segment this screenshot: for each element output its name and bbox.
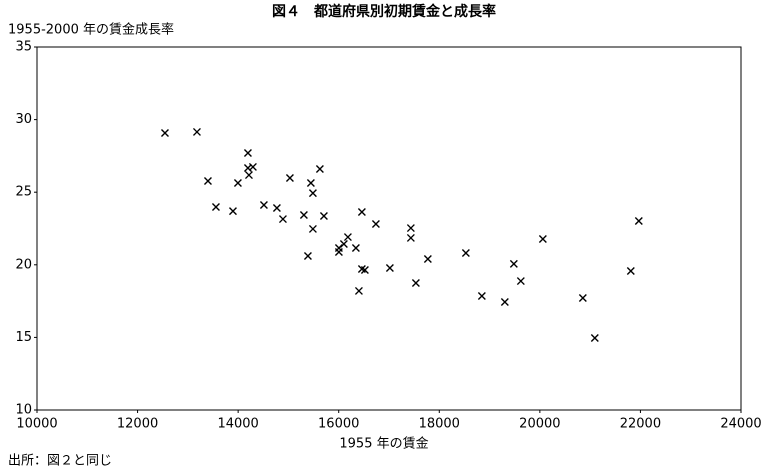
y-tick-label: 10 [15, 403, 32, 418]
data-point [406, 224, 415, 233]
data-point [272, 204, 281, 213]
y-axis-label: 1955-2000 年の賃金成長率 [8, 22, 174, 38]
data-point [228, 207, 237, 216]
data-point [423, 254, 432, 263]
data-point [278, 215, 287, 224]
y-tick-label: 35 [15, 40, 32, 55]
data-point [308, 189, 317, 198]
y-tick-label: 25 [15, 185, 32, 200]
data-point [351, 243, 360, 252]
data-point [371, 220, 380, 228]
data-point [259, 200, 268, 209]
y-tick-label: 20 [15, 257, 32, 272]
data-point [243, 149, 252, 157]
data-point [334, 248, 343, 257]
data-point [211, 203, 220, 212]
x-tick-label: 20000 [519, 417, 560, 432]
plot-frame [36, 46, 742, 411]
data-point [578, 294, 587, 303]
data-point [538, 234, 547, 243]
data-point [385, 263, 394, 272]
data-point [354, 286, 363, 295]
data-point [357, 207, 366, 216]
data-point [343, 233, 352, 242]
x-tick-label: 12000 [117, 417, 158, 432]
data-point [509, 259, 518, 268]
data-point [203, 177, 212, 186]
y-tick-label: 15 [15, 330, 32, 345]
x-tick-label: 16000 [318, 417, 359, 432]
data-point [477, 292, 486, 301]
data-point [303, 251, 312, 260]
data-point [192, 127, 201, 136]
data-point [360, 266, 369, 275]
source-note: 出所：図２と同じ [8, 454, 112, 469]
data-point [315, 164, 324, 173]
data-point [626, 267, 635, 276]
y-tick-label: 30 [15, 112, 32, 127]
x-tick-label: 24000 [720, 417, 761, 432]
data-point [285, 173, 294, 182]
data-point [590, 333, 599, 342]
x-tick-label: 14000 [217, 417, 258, 432]
data-point [233, 179, 242, 188]
x-tick-label: 18000 [419, 417, 460, 432]
data-point [306, 179, 315, 188]
data-point [299, 211, 308, 219]
data-point [248, 162, 257, 171]
chart-title: 図４ 都道府県別初期賃金と成長率 [272, 3, 496, 20]
data-point [319, 212, 328, 221]
x-tick-label: 10000 [16, 417, 57, 432]
data-point [308, 224, 317, 233]
data-point [411, 278, 420, 287]
data-point [516, 277, 525, 286]
data-point [500, 297, 509, 306]
data-point [634, 216, 643, 225]
data-point [339, 240, 348, 249]
x-axis-label: 1955 年の賃金 [339, 436, 428, 452]
data-point [406, 233, 415, 242]
x-tick-label: 22000 [620, 417, 661, 432]
data-point [160, 128, 169, 137]
data-point [244, 171, 253, 180]
data-point [461, 249, 470, 258]
